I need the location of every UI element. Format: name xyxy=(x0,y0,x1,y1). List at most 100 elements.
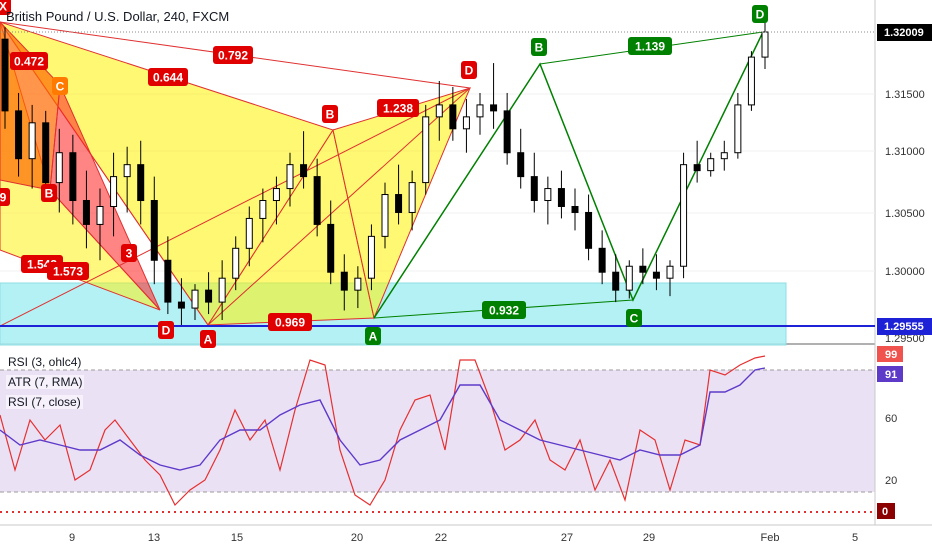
zero-tag: 0 xyxy=(882,506,888,518)
time-tick-label: 5 xyxy=(852,532,858,544)
candle-body xyxy=(55,152,63,184)
candle-body xyxy=(707,158,715,172)
candle-body xyxy=(28,122,36,160)
candle-body xyxy=(490,104,498,112)
support-price-tag-bg xyxy=(877,318,932,335)
candle-body xyxy=(313,176,321,225)
candle-body xyxy=(137,164,145,202)
candle-body xyxy=(422,116,430,184)
candle-body xyxy=(150,200,158,261)
price-tick-label: 1.30500 xyxy=(885,208,925,220)
time-tick-label: 9 xyxy=(69,532,75,544)
ratio-label-0792: 0.792 xyxy=(218,49,248,63)
pattern-label-green-c-bg xyxy=(626,309,642,327)
pattern-label-red-d-bg xyxy=(461,61,477,79)
time-tick-label: 29 xyxy=(643,532,655,544)
candle-body xyxy=(381,194,389,237)
candle-body xyxy=(69,152,77,202)
price-tick-label: 1.31000 xyxy=(885,146,925,158)
ratio-label-0644-bg xyxy=(148,68,188,86)
candle-body xyxy=(123,164,131,178)
candle-body xyxy=(408,182,416,213)
pattern-label-green-c: C xyxy=(630,312,639,326)
pattern-label-left-3-bg xyxy=(121,244,137,262)
candle-body xyxy=(639,265,647,273)
pattern-label-left-c-bg xyxy=(52,77,68,95)
pattern-diagonal xyxy=(0,87,471,327)
candle-body xyxy=(720,152,728,160)
atr-tag: 91 xyxy=(885,369,897,381)
candle-body xyxy=(205,289,213,303)
pattern-label-left-d-bg xyxy=(158,321,174,339)
legend-rsi3[interactable]: RSI (3, ohlc4) xyxy=(6,355,84,369)
time-tick-label: Feb xyxy=(761,532,780,544)
pattern-label-red-b: B xyxy=(326,108,335,122)
ratio-label-0932: 0.932 xyxy=(489,304,519,318)
pattern-label-green-a: A xyxy=(369,330,378,344)
time-tick-label: 15 xyxy=(231,532,243,544)
candle-body xyxy=(15,110,23,160)
ratio-label-0644: 0.644 xyxy=(153,71,183,85)
candle-body xyxy=(693,164,701,172)
candle-body xyxy=(598,247,606,273)
candle-body xyxy=(544,188,552,202)
atr-line xyxy=(0,367,766,471)
ratio-label-0472-bg xyxy=(10,52,48,70)
indicator-band xyxy=(0,370,875,492)
candle-body xyxy=(652,271,660,279)
pattern-label-red-d: D xyxy=(465,64,474,78)
indicator-tick-60: 60 xyxy=(885,413,897,425)
ratio-label-1573-bg xyxy=(47,262,89,280)
pattern-label-red-a: A xyxy=(204,333,213,347)
time-tick-label: 22 xyxy=(435,532,447,544)
time-tick-label: 27 xyxy=(561,532,573,544)
candle-body xyxy=(680,164,688,267)
ratio-label-1238: 1.238 xyxy=(383,102,413,116)
pattern-label-red-b-bg xyxy=(322,105,338,123)
candle-body xyxy=(1,38,9,112)
pattern-label-red-a-bg xyxy=(200,330,216,348)
candle-body xyxy=(517,152,525,178)
pattern-label-left-b-bg xyxy=(41,184,57,202)
ratio-label-0792-bg xyxy=(213,46,253,64)
legend-rsi7[interactable]: RSI (7, close) xyxy=(6,395,83,409)
candle-body xyxy=(625,265,633,291)
candle-body xyxy=(747,56,755,106)
candle-body xyxy=(191,289,199,309)
candle-body xyxy=(245,217,253,249)
candle-body xyxy=(612,271,620,291)
ratio-label-0472: 0.472 xyxy=(14,55,44,69)
candle-body xyxy=(585,211,593,249)
ratio-label-1139-bg xyxy=(628,37,672,55)
time-tick-label: 13 xyxy=(148,532,160,544)
candle-body xyxy=(177,301,185,309)
price-tick-label: 1.30000 xyxy=(885,266,925,278)
candle-body xyxy=(259,200,267,219)
candle-body xyxy=(734,104,742,154)
pattern-label-green-a-bg xyxy=(365,327,381,345)
zero-tag-bg xyxy=(877,503,895,519)
pattern-label-green-d-bg xyxy=(752,5,768,23)
candle-body xyxy=(42,122,50,184)
pattern-label-green-b-bg xyxy=(531,38,547,56)
ratio-label-0969-bg xyxy=(268,313,312,331)
candle-body xyxy=(232,247,240,279)
candle-body xyxy=(367,235,375,279)
candle-body xyxy=(340,271,348,291)
candle-body xyxy=(110,176,118,207)
candle-body xyxy=(761,31,769,58)
ratio-label-0969: 0.969 xyxy=(275,316,305,330)
candle-body xyxy=(354,277,362,291)
candle-body xyxy=(476,104,484,118)
time-tick-label: 20 xyxy=(351,532,363,544)
pattern-label-left-b: B xyxy=(45,187,54,201)
current-price-tag: 1.32009 xyxy=(884,27,924,39)
price-tick-label: 1.29500 xyxy=(885,333,925,345)
atr-tag-bg xyxy=(877,366,903,382)
pattern-label-left-d: D xyxy=(162,324,171,338)
ratio-label-1573: 1.573 xyxy=(53,265,83,279)
pattern-label-left-3: 3 xyxy=(126,247,133,261)
legend-atr[interactable]: ATR (7, RMA) xyxy=(6,375,85,389)
